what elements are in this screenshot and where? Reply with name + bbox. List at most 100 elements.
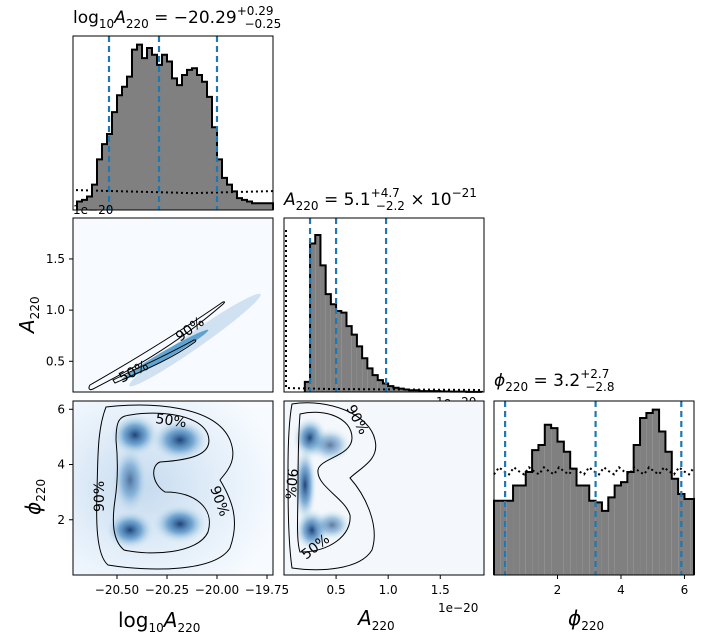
- hist-a220-bar: [398, 388, 404, 392]
- hist-phi220-bar: [494, 500, 501, 575]
- hist-bars-a220: [303, 234, 483, 393]
- hist-phi220-bar: [582, 485, 590, 575]
- ylabel-a220: A220: [15, 296, 42, 335]
- hist-log10a220-bar: [162, 54, 167, 211]
- hist-a220-bar: [330, 304, 337, 392]
- hist-phi220-bar: [595, 502, 602, 575]
- hist-phi220-bar: [563, 451, 571, 575]
- hist-log10a220-bar: [177, 85, 182, 210]
- hist-phi220-bar: [601, 510, 609, 575]
- hist-phi220-bar: [506, 500, 514, 575]
- contour-label-90-p4a: 90%: [92, 481, 108, 512]
- hist-phi220-bar: [538, 445, 545, 575]
- hist-a220-bar: [304, 381, 311, 392]
- hist-log10a220-bar: [202, 81, 207, 210]
- hist-phi220-bar: [627, 472, 634, 575]
- xtick-a220-label: 1.0: [379, 583, 398, 597]
- xlabel-phi220: ϕ220: [568, 606, 604, 633]
- hist-a220-bar: [320, 265, 326, 392]
- xtick-log10a220-label: −20.00: [195, 583, 239, 597]
- prior-line-a220: [285, 230, 484, 391]
- hist-a220-bar: [341, 312, 347, 392]
- contour-50-a220-log: [112, 339, 197, 384]
- hist-a220-bar: [372, 375, 378, 392]
- hist-log10a220-bar: [237, 198, 242, 210]
- hist-phi220-bar: [500, 500, 507, 575]
- hist-log10a220-bar: [92, 184, 97, 210]
- hist-phi220-bar: [640, 418, 647, 575]
- ytick-a220-label: 1.0: [46, 303, 65, 317]
- axes-frame-1: [72, 35, 274, 211]
- hist-a220-bar: [377, 380, 383, 392]
- xtick-phi220-label: 6: [681, 583, 689, 597]
- contour-90-phi-a: [287, 402, 377, 571]
- xtick-log10a220-label: −20.25: [145, 583, 189, 597]
- hist-log10a220-bar: [232, 191, 237, 210]
- hist-log10a220-bar: [167, 61, 172, 210]
- quantile-lines-phi220: [504, 401, 683, 575]
- hist-log10a220-bar: [207, 96, 212, 210]
- contour-90-a220-log: [88, 301, 225, 391]
- ylabel-phi220: ϕ220: [21, 479, 48, 515]
- hist-phi220-bar: [589, 500, 596, 575]
- panel-a220-vs-log10a220: 50% 90% 0.51.01.5 A220: [15, 217, 274, 393]
- hist-phi220-bar: [652, 409, 660, 575]
- hist-a220-bar: [403, 389, 409, 392]
- hist-phi220-bar: [532, 450, 539, 575]
- hist-phi220-bar: [576, 485, 583, 575]
- hist-log10a220-bar: [117, 95, 122, 210]
- panel-phi220-vs-a220: 90% 90% 50% 0.5 1.0 1.5 A220 1e−20: [281, 400, 485, 633]
- ytick-a220-label: 0.5: [46, 354, 65, 368]
- hist-log10a220-bar: [132, 49, 137, 211]
- ytick-phi220-label: 2: [57, 513, 65, 527]
- panel-phi220-hist: ϕ220 = 3.2+2.7 −2.8 2 4 6 ϕ220: [493, 367, 695, 633]
- xtick-phi220-label: 4: [617, 583, 625, 597]
- xticks-phi220: 2 4 6: [554, 575, 689, 597]
- hist-a220-bar: [367, 368, 373, 392]
- xtick-log10a220-label: −19.75: [245, 583, 289, 597]
- panel-phi220-vs-log10a220: 50% 90% 90% −20.50 −20.25 −20.00 −19.75 246…: [21, 400, 289, 635]
- title-a220: A220 = 5.1+4.7 −2.2 × 10−21: [283, 186, 477, 213]
- yticks-phi220: 2 4 6: [57, 402, 73, 527]
- offset-label-log10a220: 1e−20: [73, 203, 113, 217]
- hist-phi220-bar: [659, 431, 666, 575]
- hist-log10a220-bar: [137, 44, 142, 211]
- hist-phi220-bar: [551, 428, 558, 575]
- axes-frame-6: [493, 400, 695, 576]
- hist-a220-bar: [346, 326, 352, 392]
- hist-log10a220-bar: [122, 86, 127, 210]
- hist-log10a220-bar: [182, 74, 187, 210]
- hist-phi220-outline: [493, 408, 695, 575]
- contour-label-90-p5b: 90%: [281, 468, 300, 500]
- hist-a220-bar: [325, 294, 331, 392]
- hist-log10a220-bar: [217, 159, 222, 210]
- hist-bars-log10a220: [76, 43, 274, 211]
- xlabel-a220: A220: [356, 606, 395, 633]
- hist-log10a220-bar: [147, 47, 152, 211]
- contour-50-phi-log: [112, 412, 210, 554]
- hist-a220-bar: [362, 358, 368, 392]
- hist-phi220-bar: [570, 468, 577, 575]
- offset-label-a220-bottom: 1e−20: [438, 601, 478, 615]
- xlabel-log10a220: log10A220: [118, 608, 200, 635]
- xtick-a220-label: 1.5: [431, 583, 450, 597]
- xticks-log10a220: −20.50 −20.25 −20.00 −19.75: [95, 575, 289, 597]
- axes-frame-5: [283, 400, 485, 576]
- prior-line-log10a220: [75, 189, 274, 195]
- hist-phi220-bar: [608, 497, 615, 575]
- hist-log10a220-bar: [197, 74, 202, 210]
- quantile-lines-a220: [308, 218, 388, 392]
- hist-a220-outline: [303, 234, 483, 393]
- hist-phi220-bar: [684, 499, 691, 575]
- ytick-phi220-label: 4: [57, 458, 65, 472]
- hist-log10a220-bar: [152, 54, 157, 211]
- hist-log10a220-bar: [222, 177, 227, 210]
- ytick-phi220-label: 6: [57, 402, 65, 416]
- hist-bars-phi220: [493, 408, 695, 575]
- hist-phi220-bar: [525, 472, 533, 575]
- yticks-a220: 0.5 1.0 1.5: [46, 252, 73, 368]
- contour-label-50-p4: 50%: [154, 411, 187, 431]
- hist-phi220-bar: [614, 485, 621, 575]
- hist-log10a220-bar: [247, 201, 252, 210]
